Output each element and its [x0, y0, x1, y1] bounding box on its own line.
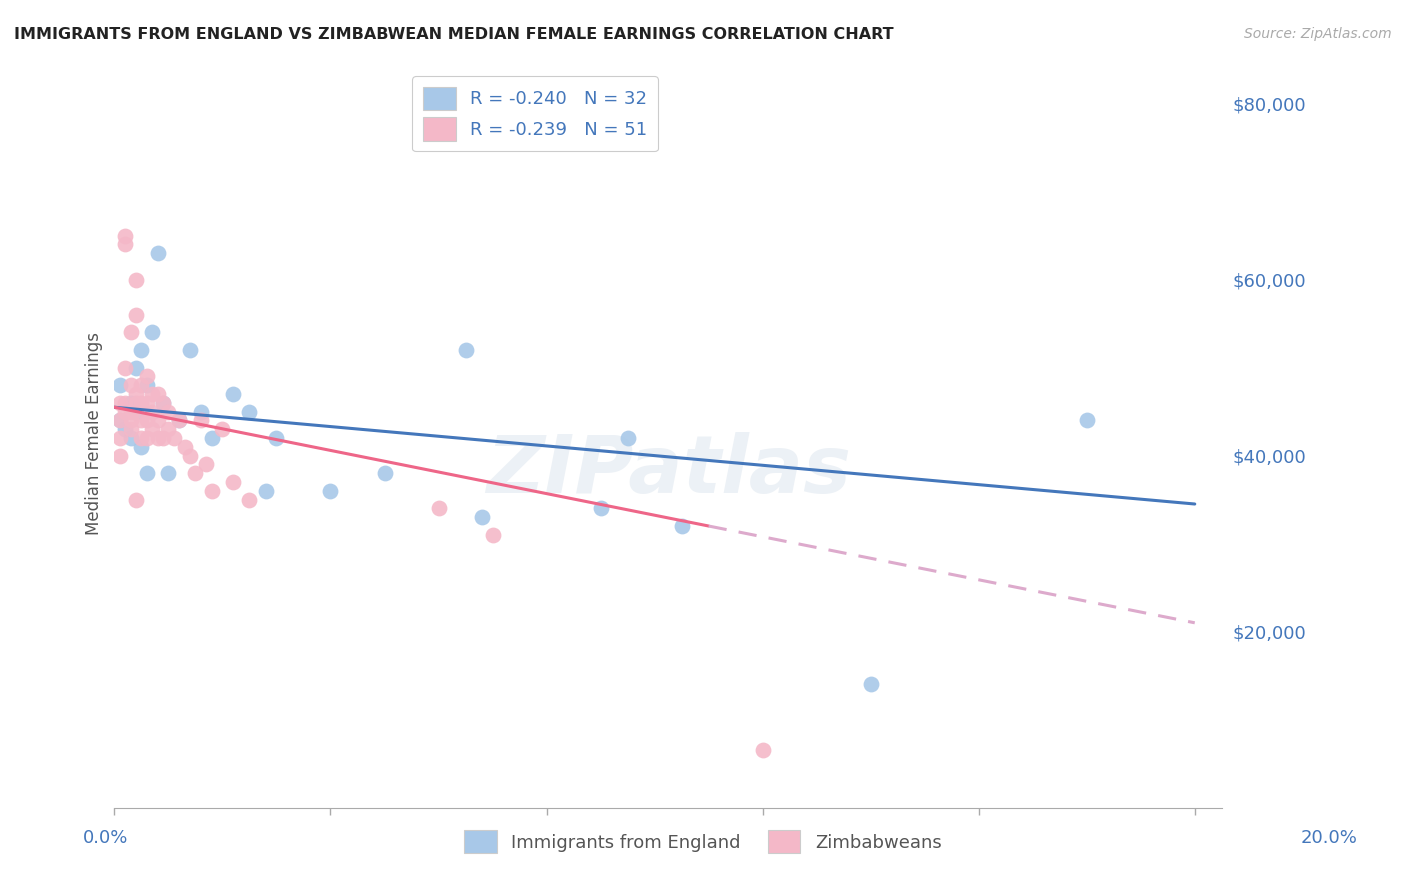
- Point: [141, 387, 163, 401]
- Point: [114, 237, 136, 252]
- Point: [751, 743, 773, 757]
- Text: 0.0%: 0.0%: [83, 829, 128, 847]
- Point: [125, 396, 148, 410]
- Point: [120, 404, 142, 418]
- Point: [108, 449, 131, 463]
- Point: [141, 422, 163, 436]
- Point: [135, 413, 157, 427]
- Point: [108, 396, 131, 410]
- Point: [125, 360, 148, 375]
- Text: Source: ZipAtlas.com: Source: ZipAtlas.com: [1244, 27, 1392, 41]
- Point: [195, 458, 218, 472]
- Point: [222, 475, 245, 489]
- Y-axis label: Median Female Earnings: Median Female Earnings: [86, 332, 103, 535]
- Point: [146, 413, 169, 427]
- Point: [131, 413, 153, 427]
- Point: [184, 467, 207, 481]
- Point: [131, 440, 153, 454]
- Point: [141, 326, 163, 340]
- Point: [125, 272, 148, 286]
- Point: [157, 467, 180, 481]
- Point: [190, 413, 212, 427]
- Point: [120, 378, 142, 392]
- Point: [481, 528, 503, 542]
- Point: [135, 396, 157, 410]
- Point: [152, 431, 174, 445]
- Point: [152, 396, 174, 410]
- Point: [238, 492, 260, 507]
- Point: [616, 431, 638, 445]
- Point: [120, 396, 142, 410]
- Point: [471, 510, 494, 524]
- Point: [114, 360, 136, 375]
- Point: [238, 404, 260, 418]
- Point: [125, 404, 148, 418]
- Point: [125, 308, 148, 322]
- Point: [114, 228, 136, 243]
- Point: [131, 378, 153, 392]
- Point: [167, 413, 190, 427]
- Point: [190, 404, 212, 418]
- Legend: Immigrants from England, Zimbabweans: Immigrants from England, Zimbabweans: [457, 823, 949, 861]
- Point: [179, 343, 201, 357]
- Point: [114, 422, 136, 436]
- Point: [125, 492, 148, 507]
- Point: [254, 483, 277, 498]
- Point: [114, 404, 136, 418]
- Point: [108, 378, 131, 392]
- Point: [266, 431, 288, 445]
- Point: [373, 467, 395, 481]
- Point: [131, 396, 153, 410]
- Point: [120, 431, 142, 445]
- Point: [211, 422, 233, 436]
- Point: [108, 413, 131, 427]
- Point: [201, 483, 224, 498]
- Point: [146, 431, 169, 445]
- Point: [589, 501, 612, 516]
- Point: [173, 440, 195, 454]
- Text: 20.0%: 20.0%: [1301, 829, 1357, 847]
- Point: [131, 343, 153, 357]
- Point: [859, 677, 882, 691]
- Point: [163, 431, 186, 445]
- Point: [222, 387, 245, 401]
- Point: [146, 246, 169, 260]
- Point: [179, 449, 201, 463]
- Point: [671, 519, 693, 533]
- Point: [454, 343, 477, 357]
- Point: [146, 387, 169, 401]
- Point: [114, 396, 136, 410]
- Point: [135, 378, 157, 392]
- Point: [1076, 413, 1098, 427]
- Point: [427, 501, 450, 516]
- Point: [157, 422, 180, 436]
- Text: ZIPatlas: ZIPatlas: [485, 432, 851, 510]
- Legend: R = -0.240   N = 32, R = -0.239   N = 51: R = -0.240 N = 32, R = -0.239 N = 51: [412, 76, 658, 152]
- Point: [135, 369, 157, 384]
- Point: [120, 326, 142, 340]
- Point: [135, 467, 157, 481]
- Point: [120, 422, 142, 436]
- Point: [167, 413, 190, 427]
- Point: [108, 413, 131, 427]
- Point: [201, 431, 224, 445]
- Point: [131, 431, 153, 445]
- Point: [319, 483, 342, 498]
- Point: [152, 396, 174, 410]
- Point: [120, 413, 142, 427]
- Text: IMMIGRANTS FROM ENGLAND VS ZIMBABWEAN MEDIAN FEMALE EARNINGS CORRELATION CHART: IMMIGRANTS FROM ENGLAND VS ZIMBABWEAN ME…: [14, 27, 894, 42]
- Point: [125, 387, 148, 401]
- Point: [135, 431, 157, 445]
- Point: [108, 431, 131, 445]
- Point: [157, 404, 180, 418]
- Point: [141, 404, 163, 418]
